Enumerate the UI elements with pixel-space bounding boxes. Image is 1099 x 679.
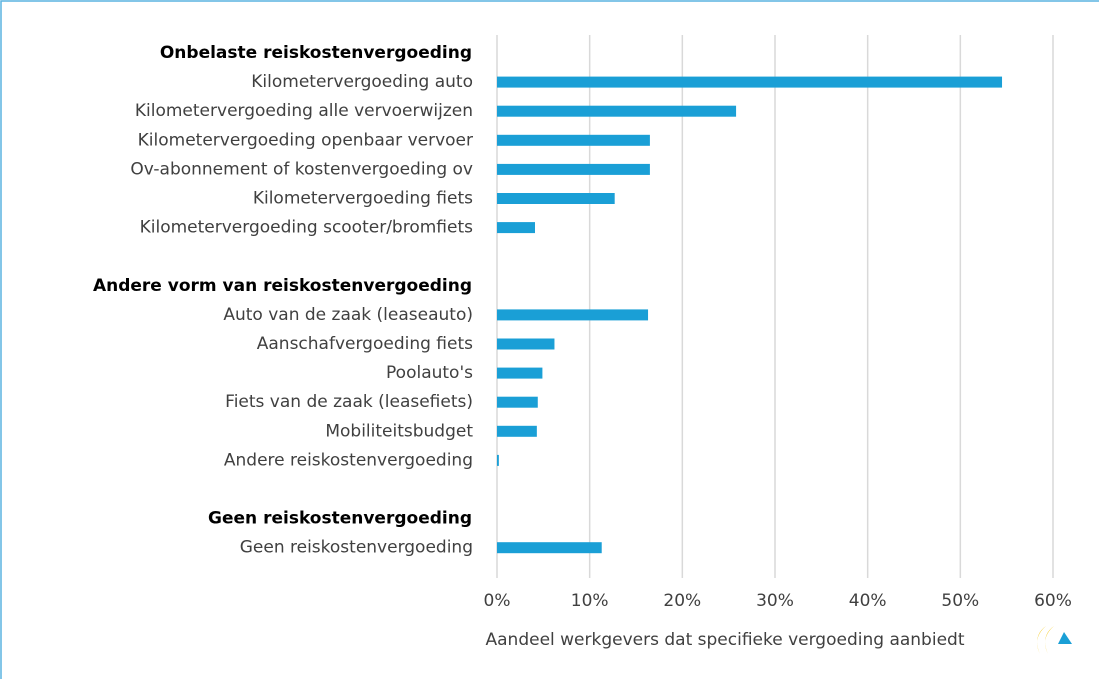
x-tick-label: 0% [484,591,511,611]
x-tick-label: 40% [849,591,887,611]
y-tick-label: Auto van de zaak (leaseauto) [223,305,473,325]
bar [497,105,737,117]
bar [497,425,537,437]
y-tick-label: Aanschafvergoeding fiets [257,334,473,354]
bar [497,163,650,175]
x-tick-label: 10% [571,591,609,611]
y-tick-label: Poolauto's [386,363,473,383]
bar [497,396,538,408]
bar [497,338,555,350]
y-tick-label: Kilometervergoeding alle vervoerwijzen [135,101,473,121]
bar [497,454,499,466]
x-tick-label: 20% [663,591,701,611]
bar [497,309,649,321]
x-tick-label: 50% [941,591,979,611]
group-header: Onbelaste reiskostenvergoeding [160,43,472,63]
y-tick-label: Andere reiskostenvergoeding [224,450,473,470]
bar [497,542,602,554]
bar [497,76,1003,88]
y-tick-label: Geen reiskostenvergoeding [240,538,473,558]
y-tick-label: Kilometervergoeding scooter/bromfiets [140,218,474,238]
y-tick-label: Fiets van de zaak (leasefiets) [225,392,473,412]
x-tick-label: 60% [1034,591,1072,611]
y-tick-label: Kilometervergoeding fiets [253,189,473,209]
bar [497,222,535,234]
bar [497,367,543,379]
y-tick-label: Ov-abonnement of kostenvergoeding ov [130,159,473,179]
x-tick-label: 30% [756,591,794,611]
group-header: Andere vorm van reiskostenvergoeding [93,276,472,296]
bar [497,193,615,204]
y-tick-label: Kilometervergoeding openbaar vervoer [138,130,473,150]
logo [1037,626,1072,654]
bar [497,134,650,146]
y-tick-label: Kilometervergoeding auto [251,72,473,92]
x-axis-label: Aandeel werkgevers dat specifieke vergoe… [486,630,965,650]
y-tick-label: Mobiliteitsbudget [325,421,473,441]
group-header: Geen reiskostenvergoeding [208,509,472,529]
